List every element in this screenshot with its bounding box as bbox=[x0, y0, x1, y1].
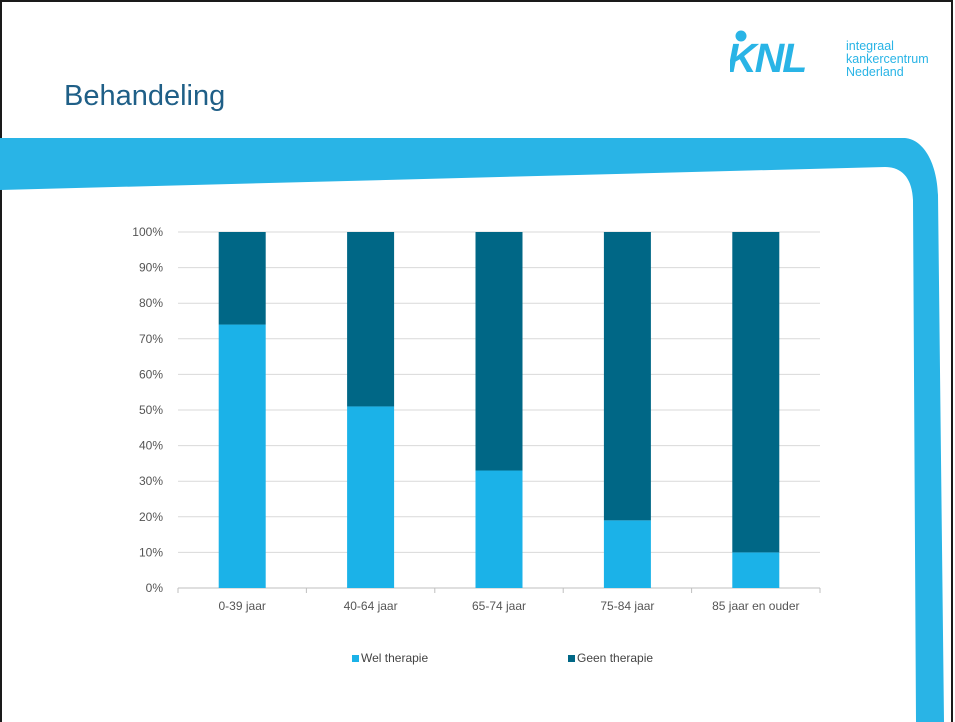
bar-segment bbox=[603, 520, 651, 588]
x-tick-label: 85 jaar en ouder bbox=[712, 599, 799, 613]
bars bbox=[218, 232, 780, 588]
y-tick-label: 20% bbox=[139, 510, 163, 524]
logo-line: integraal bbox=[846, 39, 894, 53]
logo-line: kankercentrum bbox=[846, 52, 929, 66]
y-tick-label: 90% bbox=[139, 261, 163, 275]
y-tick-label: 100% bbox=[132, 225, 163, 239]
bar-segment bbox=[218, 324, 266, 588]
legend-label: Geen therapie bbox=[577, 651, 653, 665]
bar-segment bbox=[347, 232, 395, 407]
y-tick-label: 30% bbox=[139, 474, 163, 488]
knl-logo: KNL integraal kankercentrum Nederland bbox=[730, 30, 950, 80]
bar-segment bbox=[475, 232, 523, 471]
x-tick-label: 0-39 jaar bbox=[219, 599, 266, 613]
logo-line: Nederland bbox=[846, 65, 904, 79]
y-tick-label: 80% bbox=[139, 296, 163, 310]
knl-logo-mark: KNL bbox=[730, 30, 807, 80]
bar-segment bbox=[218, 232, 266, 325]
legend-swatch bbox=[568, 655, 575, 662]
bar-segment bbox=[603, 232, 651, 521]
logo-wordmark: integraal kankercentrum Nederland bbox=[846, 40, 929, 79]
legend: Wel therapie Geen therapie bbox=[352, 651, 653, 665]
legend-swatch bbox=[352, 655, 359, 662]
legend-item: Geen therapie bbox=[568, 651, 653, 665]
bar-segment bbox=[475, 470, 523, 588]
bar-segment bbox=[732, 552, 780, 588]
x-axis-ticks: 0-39 jaar 40-64 jaar 65-74 jaar 75-84 jaar 8… bbox=[219, 599, 800, 613]
legend-label: Wel therapie bbox=[361, 651, 428, 665]
y-tick-label: 70% bbox=[139, 332, 163, 346]
bar-segment bbox=[732, 232, 780, 553]
y-tick-label: 40% bbox=[139, 439, 163, 453]
bar-segment bbox=[347, 406, 395, 588]
slide-title: Behandeling bbox=[64, 80, 226, 112]
logo-mark-text: KNL bbox=[730, 35, 805, 80]
legend-item: Wel therapie bbox=[352, 651, 428, 665]
y-tick-label: 60% bbox=[139, 367, 163, 381]
x-tick-label: 65-74 jaar bbox=[472, 599, 526, 613]
y-tick-label: 10% bbox=[139, 545, 163, 559]
y-tick-label: 50% bbox=[139, 403, 163, 417]
x-tick-label: 75-84 jaar bbox=[600, 599, 654, 613]
y-tick-label: 0% bbox=[146, 581, 164, 595]
y-axis-ticks: 0% 10% 20% 30% 40% 50% 60% 70% 80% 90% 100% bbox=[132, 225, 163, 595]
x-tick-label: 40-64 jaar bbox=[344, 599, 398, 613]
